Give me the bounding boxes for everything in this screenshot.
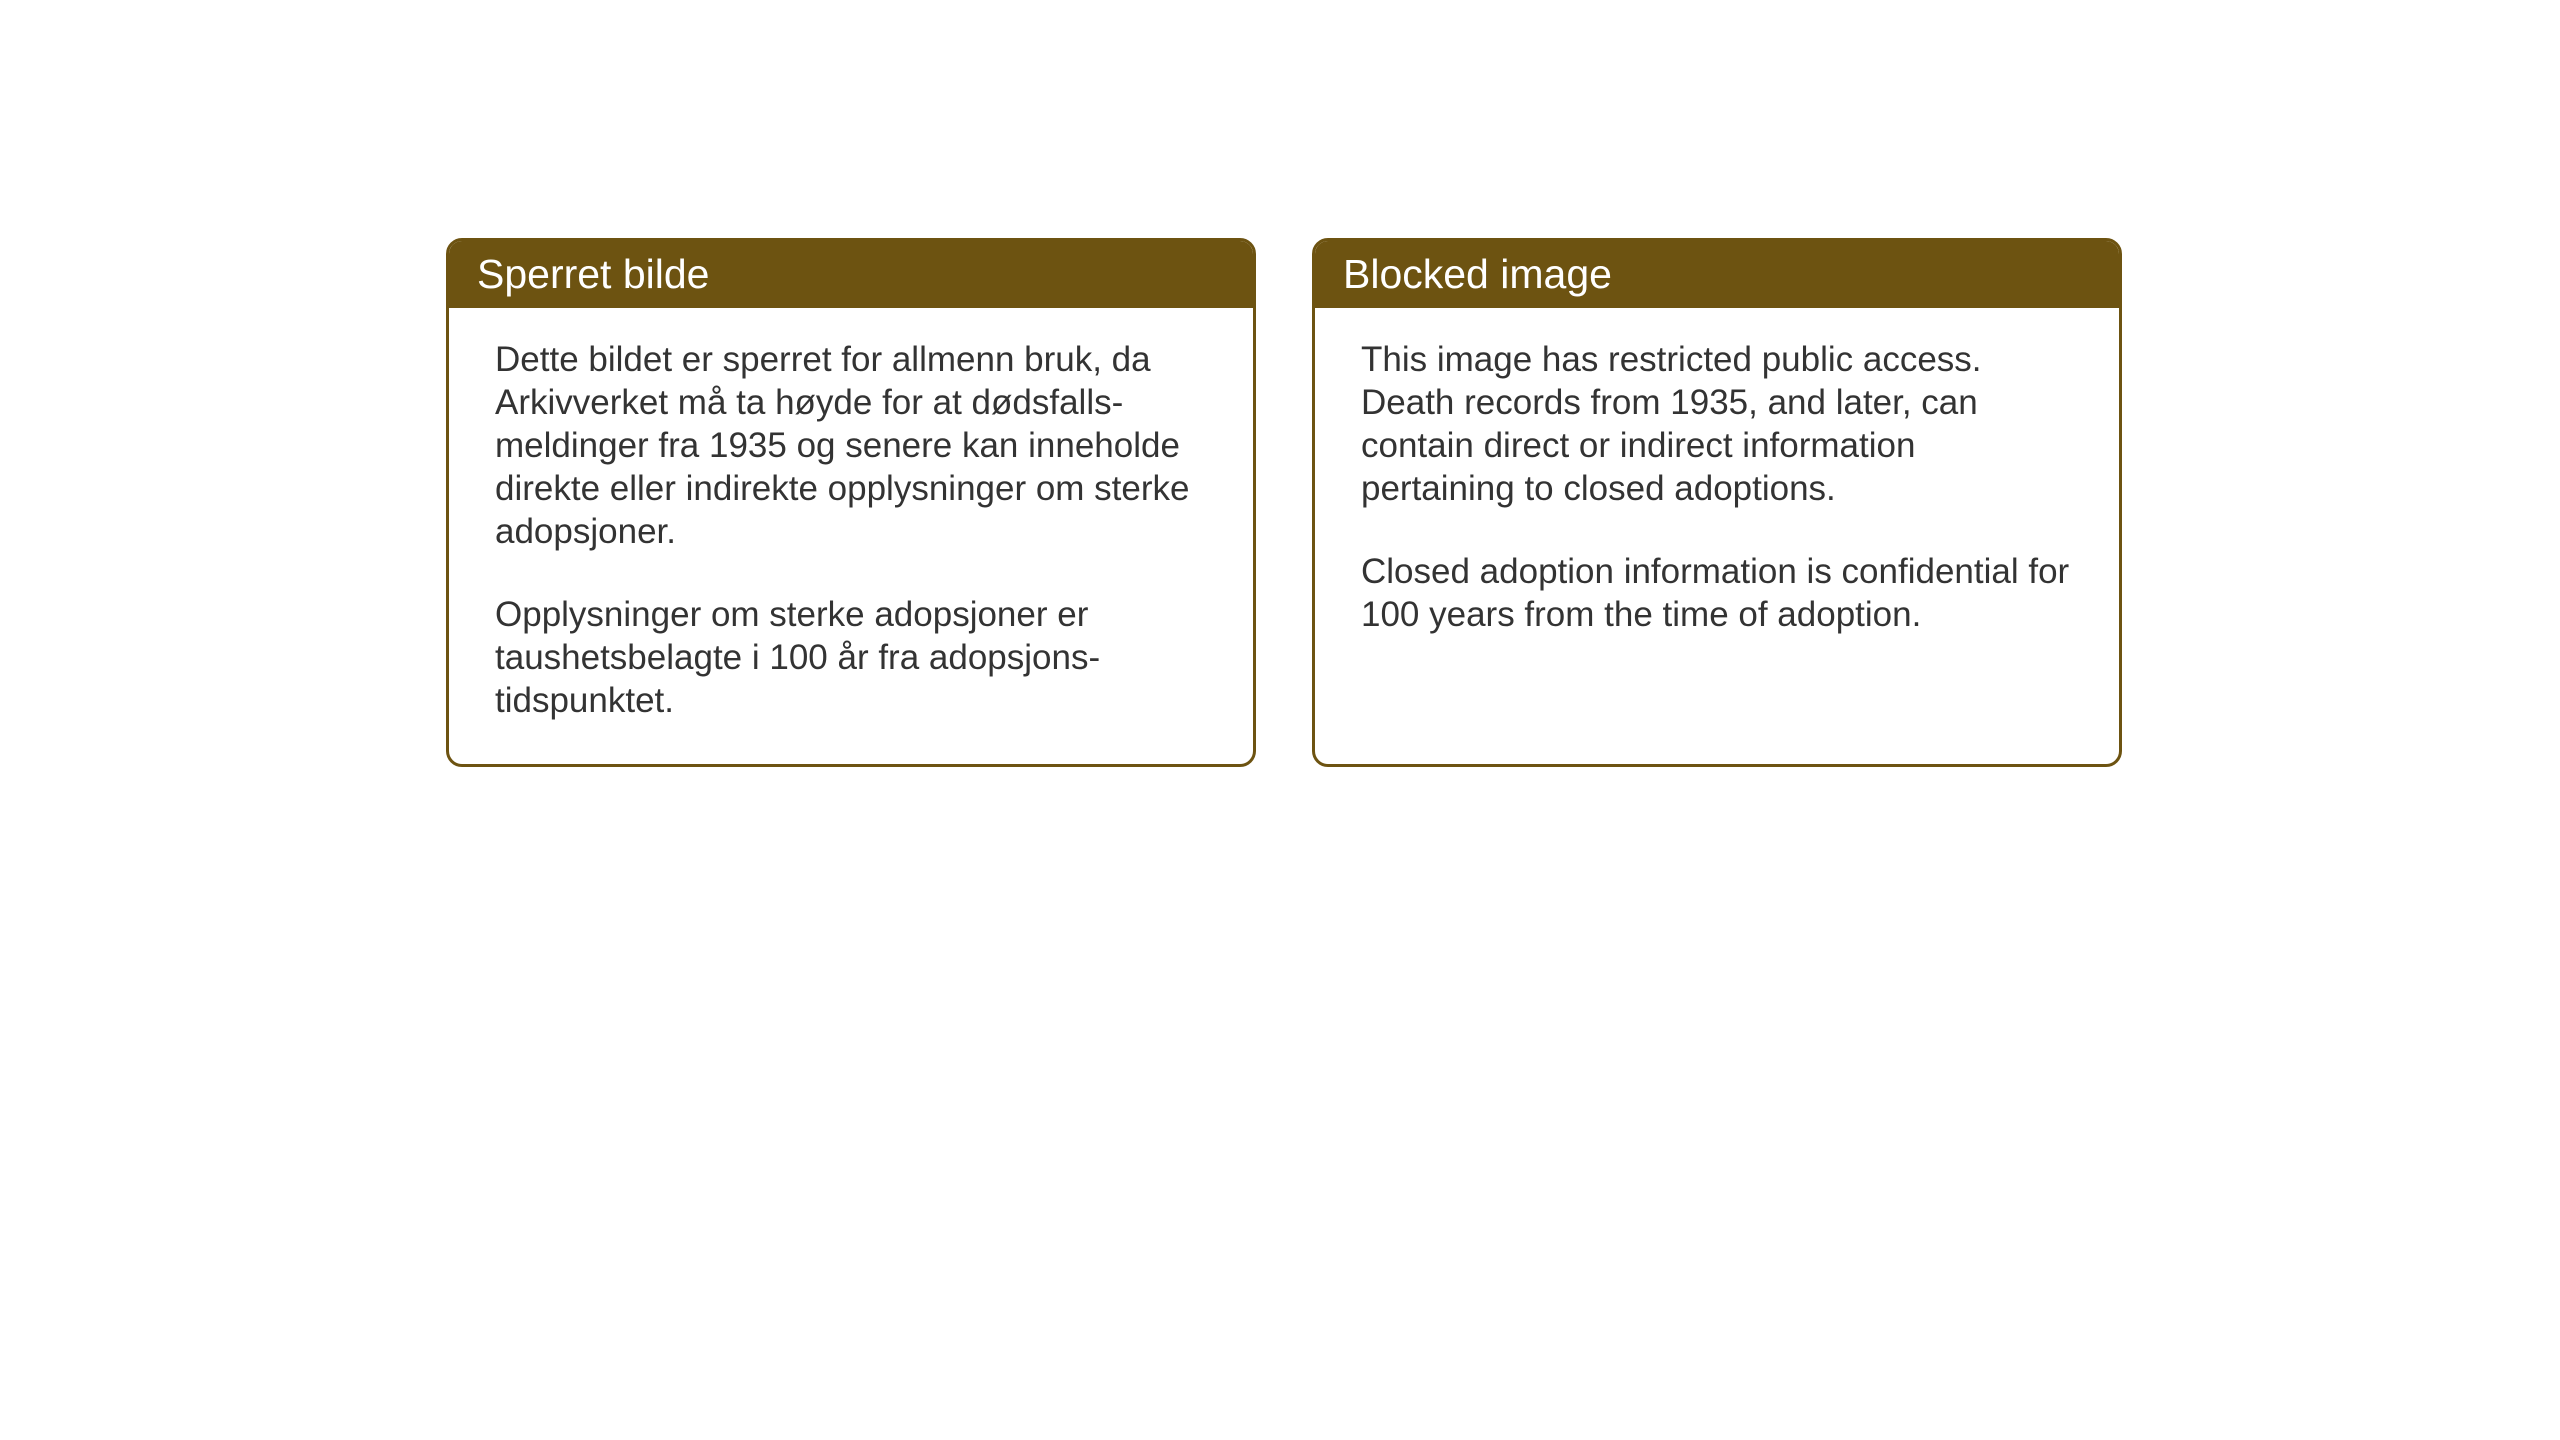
norwegian-card-title: Sperret bilde <box>449 241 1253 308</box>
english-paragraph-1: This image has restricted public access.… <box>1361 338 2073 510</box>
english-card-body: This image has restricted public access.… <box>1315 308 2119 678</box>
norwegian-notice-card: Sperret bilde Dette bildet er sperret fo… <box>446 238 1256 767</box>
norwegian-paragraph-2: Opplysninger om sterke adopsjoner er tau… <box>495 593 1207 722</box>
english-paragraph-2: Closed adoption information is confident… <box>1361 550 2073 636</box>
norwegian-paragraph-1: Dette bildet er sperret for allmenn bruk… <box>495 338 1207 553</box>
english-card-title: Blocked image <box>1315 241 2119 308</box>
english-notice-card: Blocked image This image has restricted … <box>1312 238 2122 767</box>
notice-cards-container: Sperret bilde Dette bildet er sperret fo… <box>446 238 2122 767</box>
norwegian-card-body: Dette bildet er sperret for allmenn bruk… <box>449 308 1253 764</box>
